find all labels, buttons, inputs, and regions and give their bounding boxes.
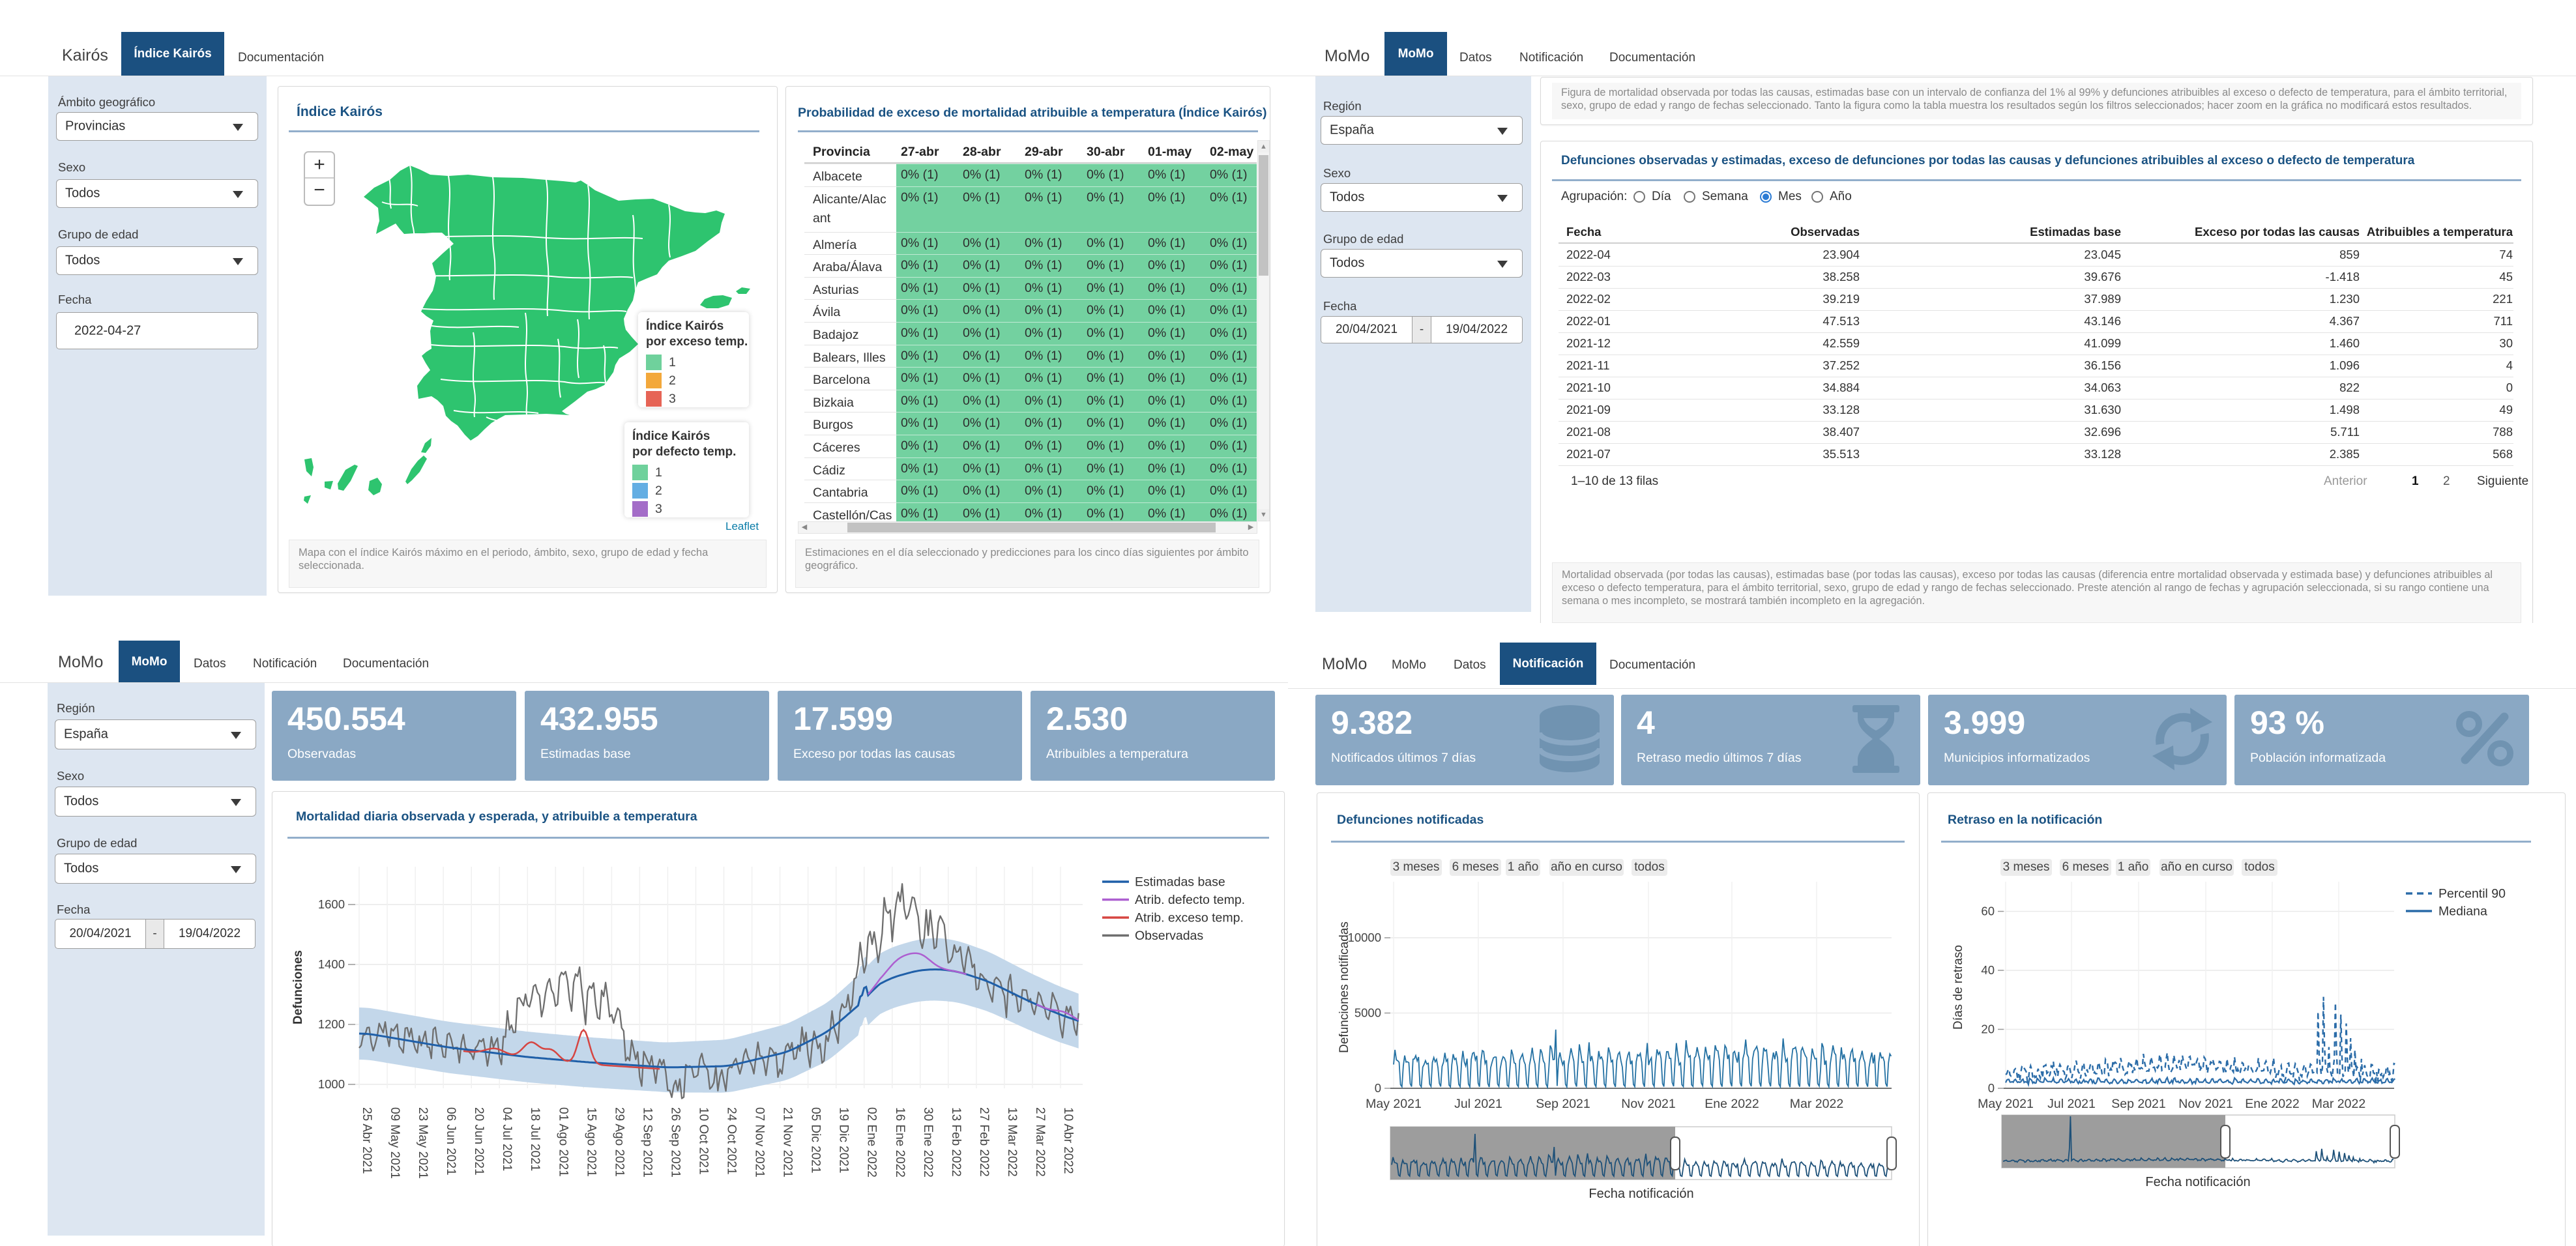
- svg-text:60: 60: [1981, 905, 1995, 918]
- svg-text:0: 0: [1988, 1081, 1995, 1095]
- svg-text:12 Sep 2021: 12 Sep 2021: [640, 1107, 654, 1178]
- svg-text:02 Ene 2022: 02 Ene 2022: [865, 1107, 879, 1178]
- svg-text:Estimadas base: Estimadas base: [1135, 875, 1225, 890]
- svg-text:13 Mar 2022: 13 Mar 2022: [1005, 1107, 1019, 1177]
- svg-text:Nov 2021: Nov 2021: [1621, 1097, 1675, 1111]
- svg-text:Jul 2021: Jul 2021: [2047, 1097, 2096, 1111]
- svg-text:1000: 1000: [318, 1077, 345, 1091]
- svg-text:05 Dic 2021: 05 Dic 2021: [809, 1107, 823, 1173]
- svg-text:27 Feb 2022: 27 Feb 2022: [977, 1107, 991, 1177]
- svg-text:19 Dic 2021: 19 Dic 2021: [837, 1107, 851, 1173]
- svg-text:06 Jun 2021: 06 Jun 2021: [444, 1107, 458, 1176]
- svg-text:Mediana: Mediana: [2438, 905, 2487, 919]
- svg-text:May 2021: May 2021: [1366, 1097, 1422, 1111]
- svg-text:10 Oct 2021: 10 Oct 2021: [697, 1107, 710, 1175]
- svg-text:Atrib. exceso temp.: Atrib. exceso temp.: [1135, 911, 1244, 925]
- svg-text:Ene 2022: Ene 2022: [2245, 1097, 2300, 1111]
- svg-text:18 Jul 2021: 18 Jul 2021: [528, 1107, 542, 1171]
- svg-text:15 Ago 2021: 15 Ago 2021: [584, 1107, 598, 1177]
- svg-text:Mar 2022: Mar 2022: [1790, 1097, 1843, 1111]
- svg-text:40: 40: [1981, 963, 1995, 977]
- svg-text:Fecha notificación: Fecha notificación: [2145, 1175, 2250, 1189]
- svg-text:01 Ago 2021: 01 Ago 2021: [556, 1107, 570, 1177]
- svg-text:1400: 1400: [318, 957, 345, 971]
- svg-text:30 Ene 2022: 30 Ene 2022: [921, 1107, 935, 1178]
- svg-text:May 2021: May 2021: [1978, 1097, 2034, 1111]
- svg-text:10 Abr 2022: 10 Abr 2022: [1061, 1107, 1075, 1174]
- svg-text:16 Ene 2022: 16 Ene 2022: [893, 1107, 907, 1178]
- svg-text:20: 20: [1981, 1022, 1995, 1036]
- svg-text:13 Feb 2022: 13 Feb 2022: [949, 1107, 963, 1177]
- svg-text:20 Jun 2021: 20 Jun 2021: [472, 1107, 486, 1176]
- svg-text:27 Mar 2022: 27 Mar 2022: [1033, 1107, 1047, 1177]
- svg-text:21 Nov 2021: 21 Nov 2021: [781, 1107, 795, 1178]
- svg-text:Sep 2021: Sep 2021: [1536, 1097, 1590, 1111]
- svg-text:23 May 2021: 23 May 2021: [416, 1107, 430, 1179]
- svg-text:29 Ago 2021: 29 Ago 2021: [612, 1107, 626, 1177]
- svg-text:26 Sep 2021: 26 Sep 2021: [668, 1107, 682, 1178]
- svg-text:07 Nov 2021: 07 Nov 2021: [753, 1107, 767, 1178]
- svg-text:Atrib. defecto temp.: Atrib. defecto temp.: [1135, 893, 1245, 907]
- svg-text:04 Jul 2021: 04 Jul 2021: [500, 1107, 514, 1171]
- svg-text:0: 0: [1375, 1081, 1381, 1095]
- svg-text:Sep 2021: Sep 2021: [2111, 1097, 2166, 1111]
- svg-text:09 May 2021: 09 May 2021: [388, 1107, 402, 1179]
- svg-text:Percentil 90: Percentil 90: [2438, 887, 2506, 901]
- svg-text:25 Abr 2021: 25 Abr 2021: [360, 1107, 373, 1174]
- svg-text:Nov 2021: Nov 2021: [2178, 1097, 2232, 1111]
- svg-text:Mar 2022: Mar 2022: [2312, 1097, 2365, 1111]
- svg-text:24 Oct 2021: 24 Oct 2021: [725, 1107, 739, 1175]
- svg-text:Jul 2021: Jul 2021: [1454, 1097, 1502, 1111]
- svg-text:5000: 5000: [1354, 1006, 1381, 1020]
- svg-text:Fecha notificación: Fecha notificación: [1588, 1187, 1693, 1201]
- svg-text:1600: 1600: [318, 897, 345, 911]
- svg-text:Ene 2022: Ene 2022: [1705, 1097, 1759, 1111]
- svg-text:10000: 10000: [1348, 931, 1381, 944]
- svg-text:1200: 1200: [318, 1017, 345, 1031]
- svg-text:Observadas: Observadas: [1135, 929, 1203, 943]
